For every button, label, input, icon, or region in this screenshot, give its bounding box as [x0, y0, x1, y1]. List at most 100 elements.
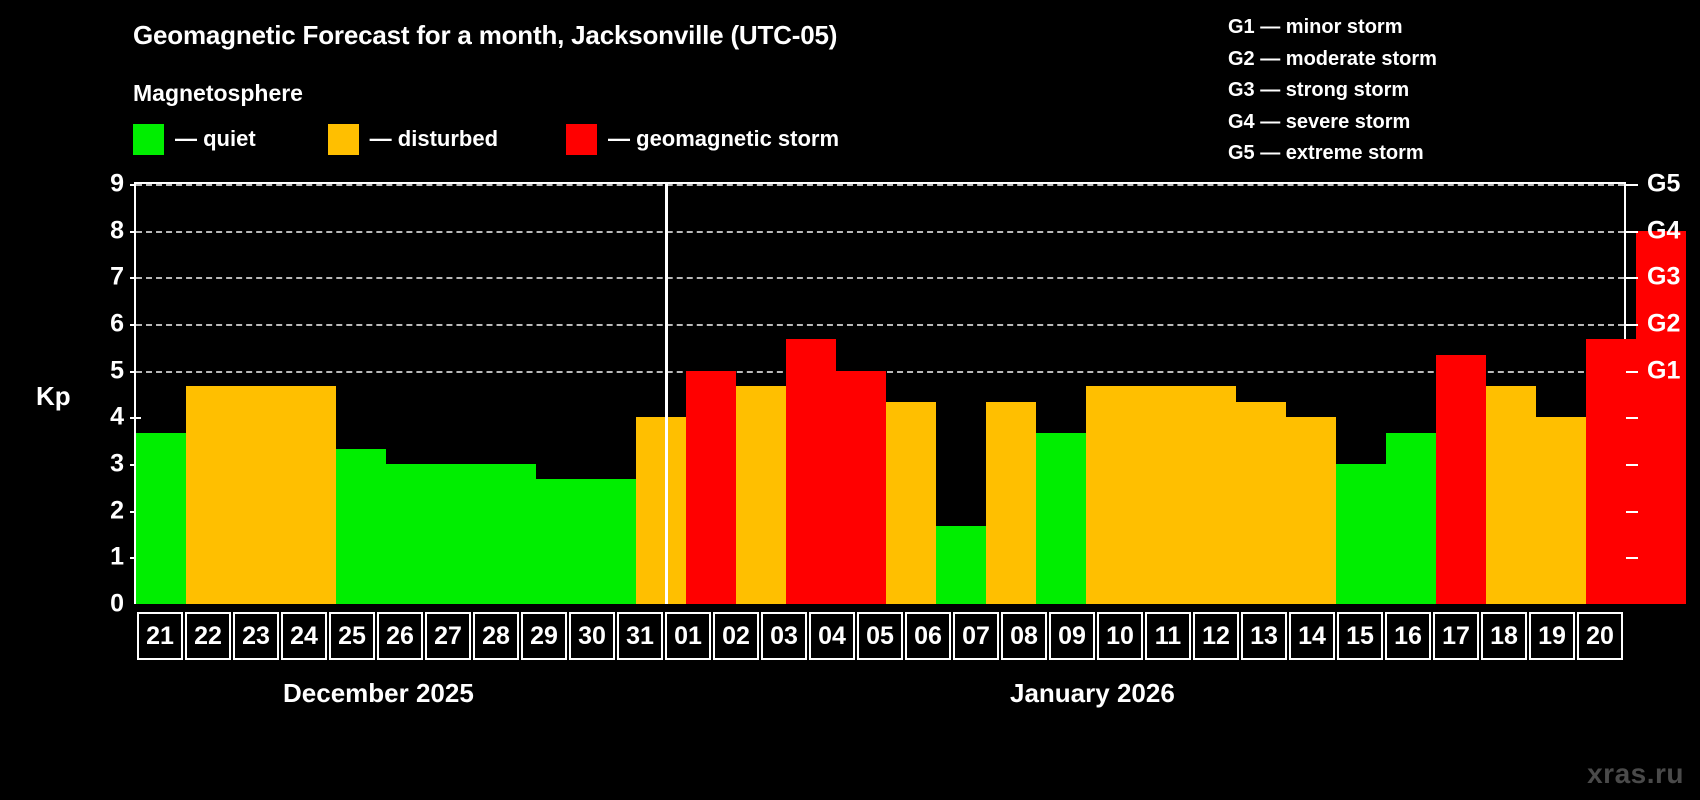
date-label-21[interactable]: 21	[137, 612, 183, 660]
date-label-25[interactable]: 25	[329, 612, 375, 660]
y-tick-label-2: 2	[110, 496, 124, 525]
y-tick-label-1: 1	[110, 542, 124, 571]
g-legend-row-g5: G5 — extreme storm	[1228, 142, 1424, 164]
bar-january-17[interactable]	[1486, 386, 1536, 604]
bar-december-23[interactable]	[236, 386, 286, 604]
bar-december-28[interactable]	[486, 464, 536, 604]
color-legend: — quiet — disturbed — geomagnetic storm	[133, 123, 839, 155]
legend-label-quiet: — quiet	[175, 126, 256, 151]
bar-december-30[interactable]	[586, 479, 636, 604]
bar-december-29[interactable]	[536, 479, 586, 604]
bar-slot	[786, 184, 836, 604]
bar-slot	[1336, 184, 1386, 604]
bar-january-15[interactable]	[1386, 432, 1436, 604]
bar-january-01[interactable]	[686, 370, 736, 604]
g-tick-label-g2: G2	[1647, 309, 1681, 338]
y-tick-label-0: 0	[110, 589, 124, 618]
date-label-24[interactable]: 24	[281, 612, 327, 660]
bar-slot	[1186, 184, 1236, 604]
g-tick-mark-kp-4	[1626, 417, 1638, 420]
g-tick-mark-kp-5	[1626, 370, 1638, 373]
bar-slot	[1236, 184, 1286, 604]
bar-january-09[interactable]	[1086, 386, 1136, 604]
bar-december-26[interactable]	[386, 464, 436, 604]
bar-january-12[interactable]	[1236, 401, 1286, 604]
date-label-01[interactable]: 01	[665, 612, 711, 660]
bar-january-08[interactable]	[1036, 432, 1086, 604]
bar-slot	[1286, 184, 1336, 604]
y-tick-label-4: 4	[110, 402, 124, 431]
bar-slot	[1036, 184, 1086, 604]
bar-january-10[interactable]	[1136, 386, 1186, 604]
date-label-11[interactable]: 11	[1145, 612, 1191, 660]
bar-january-02[interactable]	[736, 386, 786, 604]
date-label-10[interactable]: 10	[1097, 612, 1143, 660]
bar-slot	[486, 184, 536, 604]
date-label-08[interactable]: 08	[1001, 612, 1047, 660]
bar-january-19[interactable]	[1586, 339, 1636, 604]
date-label-04[interactable]: 04	[809, 612, 855, 660]
date-label-06[interactable]: 06	[905, 612, 951, 660]
date-label-26[interactable]: 26	[377, 612, 423, 660]
date-label-31[interactable]: 31	[617, 612, 663, 660]
date-label-28[interactable]: 28	[473, 612, 519, 660]
date-label-22[interactable]: 22	[185, 612, 231, 660]
bar-december-31[interactable]	[636, 417, 686, 604]
date-label-19[interactable]: 19	[1529, 612, 1575, 660]
date-label-18[interactable]: 18	[1481, 612, 1527, 660]
date-label-14[interactable]: 14	[1289, 612, 1335, 660]
bar-january-14[interactable]	[1336, 464, 1386, 604]
date-label-16[interactable]: 16	[1385, 612, 1431, 660]
bar-january-16[interactable]	[1436, 355, 1486, 604]
date-label-02[interactable]: 02	[713, 612, 759, 660]
date-label-13[interactable]: 13	[1241, 612, 1287, 660]
date-label-12[interactable]: 12	[1193, 612, 1239, 660]
month-caption-december: December 2025	[283, 678, 474, 708]
bar-december-24[interactable]	[286, 386, 336, 604]
bar-slot	[636, 184, 686, 604]
y-tick-label-7: 7	[110, 262, 124, 291]
date-label-03[interactable]: 03	[761, 612, 807, 660]
legend-swatch-storm-icon	[566, 123, 598, 155]
g-tick-mark-kp-8	[1626, 230, 1638, 233]
bar-slot	[186, 184, 236, 604]
bar-january-20[interactable]	[1636, 230, 1686, 604]
g-legend-row-g2: G2 — moderate storm	[1228, 47, 1437, 70]
bar-december-21[interactable]	[136, 432, 186, 604]
bar-january-07[interactable]	[986, 401, 1036, 604]
month-divider	[665, 182, 668, 604]
date-label-07[interactable]: 07	[953, 612, 999, 660]
bar-january-05[interactable]	[886, 401, 936, 604]
date-label-30[interactable]: 30	[569, 612, 615, 660]
bar-december-27[interactable]	[436, 464, 486, 604]
bar-january-11[interactable]	[1186, 386, 1236, 604]
bar-january-03[interactable]	[786, 339, 836, 604]
bar-january-18[interactable]	[1536, 417, 1586, 604]
bar-december-22[interactable]	[186, 386, 236, 604]
bar-slot	[386, 184, 436, 604]
page-title: Geomagnetic Forecast for a month, Jackso…	[133, 20, 838, 50]
y-axis-kp: 0 1 2 3 4 5 6 7 8 9	[72, 171, 141, 616]
date-label-15[interactable]: 15	[1337, 612, 1383, 660]
g-tick-mark-kp-3	[1626, 464, 1638, 466]
date-label-29[interactable]: 29	[521, 612, 567, 660]
legend-swatch-disturbed-icon	[327, 123, 359, 155]
date-label-17[interactable]: 17	[1433, 612, 1479, 660]
bar-january-04[interactable]	[836, 370, 886, 604]
date-label-20[interactable]: 20	[1577, 612, 1623, 660]
legend-swatch-quiet-icon	[133, 123, 164, 155]
bar-december-25[interactable]	[336, 448, 386, 604]
date-label-23[interactable]: 23	[233, 612, 279, 660]
bar-slot	[236, 184, 286, 604]
date-label-27[interactable]: 27	[425, 612, 471, 660]
bar-january-06[interactable]	[936, 526, 986, 604]
bar-slot	[536, 184, 586, 604]
date-label-05[interactable]: 05	[857, 612, 903, 660]
bar-slot	[1536, 184, 1586, 604]
month-caption-january: January 2026	[1010, 678, 1175, 708]
bar-slot	[686, 184, 736, 604]
date-label-09[interactable]: 09	[1049, 612, 1095, 660]
g-tick-mark-kp-2	[1626, 510, 1638, 513]
legend-entry-disturbed: — disturbed	[327, 123, 498, 155]
bar-january-13[interactable]	[1286, 417, 1336, 604]
